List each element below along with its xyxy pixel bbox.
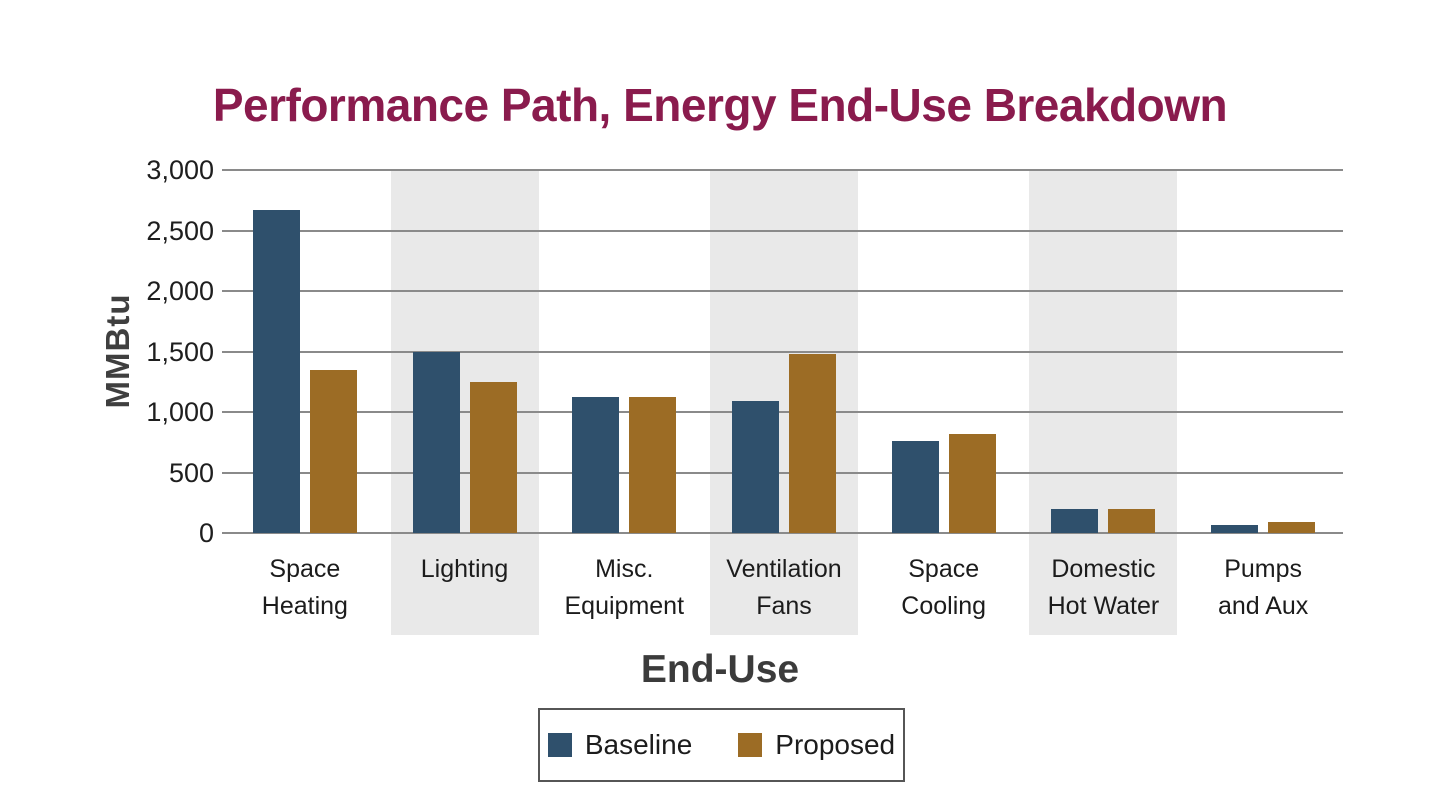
legend: Baseline Proposed <box>538 708 905 782</box>
bar-proposed-lighting <box>469 381 517 533</box>
bar-proposed-pumps-and-aux <box>1268 521 1316 533</box>
gridline-0 <box>222 532 1343 534</box>
gridline-1500 <box>222 350 1343 353</box>
y-tick-label: 1,000 <box>146 397 214 427</box>
bar-baseline-domestic-hot-water <box>1051 509 1099 533</box>
legend-item-proposed: Proposed <box>738 729 895 761</box>
gridline-2000 <box>222 290 1343 292</box>
gridline-2500 <box>222 229 1343 232</box>
x-category-label-space-cooling: Space Cooling <box>901 555 987 620</box>
x-category-label-ventilation-fans: Ventilation Fans <box>726 555 842 620</box>
bar-proposed-space-heating <box>309 369 357 533</box>
bar-baseline-misc-equipment <box>572 397 620 533</box>
y-tick-label: 3,000 <box>146 155 214 185</box>
x-category-label-space-heating: Space Heating <box>261 555 348 620</box>
gridline-500 <box>222 471 1343 474</box>
y-tick-label: 2,000 <box>146 276 214 306</box>
proposed-swatch-icon <box>738 733 763 757</box>
bar-proposed-misc-equipment <box>629 397 677 533</box>
y-tick-label: 0 <box>198 518 214 548</box>
legend-label-baseline: Baseline <box>584 729 693 760</box>
gridline-1000 <box>222 411 1343 413</box>
x-category-label-pumps-and-aux: Pumps and Aux <box>1217 555 1309 620</box>
y-tick-label: 2,500 <box>146 215 214 246</box>
legend-item-baseline: Baseline <box>547 729 693 761</box>
bar-baseline-pumps-and-aux <box>1211 524 1259 533</box>
baseline-swatch-icon <box>547 733 572 757</box>
gridline-3000 <box>222 169 1343 171</box>
x-category-label-domestic-hot-water: Domestic Hot Water <box>1047 555 1160 620</box>
shaded-band-domestic-hot-water <box>1029 170 1178 635</box>
x-category-label-misc-equipment: Misc. Equipment <box>564 555 685 620</box>
bar-proposed-ventilation-fans <box>789 353 836 533</box>
bar-baseline-lighting <box>412 351 460 533</box>
chart-title: Performance Path, Energy End-Use Breakdo… <box>212 79 1228 131</box>
y-tick-label: 1,500 <box>146 336 214 367</box>
x-category-label-lighting: Lighting <box>420 555 509 583</box>
bar-proposed-domestic-hot-water <box>1108 509 1156 533</box>
bar-baseline-ventilation-fans <box>732 401 779 533</box>
x-axis-title: End-Use <box>640 648 800 691</box>
y-tick-label: 500 <box>168 457 214 488</box>
bar-baseline-space-cooling <box>891 441 939 533</box>
legend-label-proposed: Proposed <box>775 729 896 760</box>
bar-baseline-space-heating <box>252 209 300 533</box>
bar-proposed-space-cooling <box>948 433 996 533</box>
